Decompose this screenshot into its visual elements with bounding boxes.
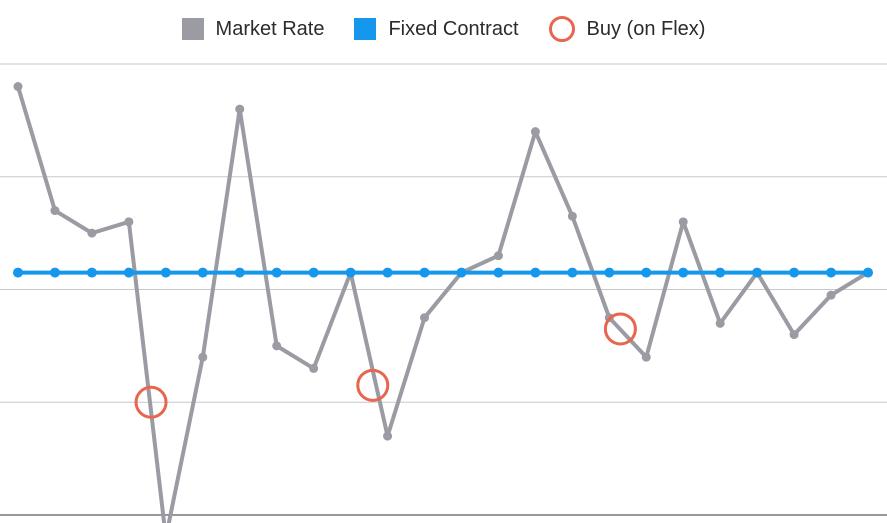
data-point-market-rate [272, 341, 282, 351]
legend-item-market-rate: Market Rate [181, 17, 325, 41]
legend-label-buy-on-flex: Buy (on Flex) [586, 17, 706, 40]
data-point-fixed-contract [382, 267, 393, 278]
buy-marker [134, 385, 168, 419]
data-point-market-rate [235, 104, 245, 114]
buy-marker [356, 368, 390, 402]
data-point-market-rate [678, 217, 688, 227]
data-point-fixed-contract [752, 267, 763, 278]
series-line-market-rate [16, 84, 870, 523]
data-point-market-rate [124, 217, 134, 227]
data-point-market-rate [198, 352, 208, 362]
data-point-fixed-contract [308, 267, 319, 278]
data-point-fixed-contract [234, 267, 245, 278]
data-point-market-rate [50, 206, 60, 216]
legend-swatch-market-rate [181, 18, 204, 40]
data-point-market-rate [87, 228, 97, 238]
data-point-fixed-contract [86, 267, 97, 278]
legend-item-buy-on-flex: Buy (on Flex) [548, 16, 706, 42]
data-point-fixed-contract [604, 267, 615, 278]
data-point-fixed-contract [567, 267, 578, 278]
data-point-fixed-contract [789, 267, 800, 278]
data-point-market-rate [715, 318, 725, 328]
legend-label-fixed-contract: Fixed Contract [388, 17, 519, 40]
data-point-market-rate [826, 290, 836, 300]
data-point-fixed-contract [13, 267, 23, 278]
data-point-fixed-contract [160, 267, 171, 278]
data-point-market-rate [567, 211, 577, 221]
data-point-fixed-contract [123, 267, 134, 278]
data-point-market-rate [420, 313, 430, 323]
data-point-market-rate [13, 82, 23, 92]
data-point-fixed-contract [271, 267, 282, 278]
buy-marker [603, 312, 637, 346]
data-point-fixed-contract [345, 267, 356, 278]
data-point-market-rate [383, 431, 393, 441]
legend: Market Rate Fixed Contract Buy (on Flex) [0, 16, 887, 42]
data-point-fixed-contract [493, 267, 504, 278]
data-point-fixed-contract [641, 267, 652, 278]
data-point-market-rate [493, 251, 503, 261]
data-point-market-rate [641, 352, 651, 362]
data-point-market-rate [309, 363, 319, 373]
data-point-fixed-contract [678, 267, 689, 278]
data-point-fixed-contract [49, 267, 60, 278]
legend-item-fixed-contract: Fixed Contract [354, 17, 519, 41]
data-point-fixed-contract [530, 267, 541, 278]
data-point-fixed-contract [419, 267, 430, 278]
data-point-market-rate [530, 127, 540, 137]
legend-swatch-fixed-contract [354, 18, 377, 40]
data-point-fixed-contract [715, 267, 726, 278]
data-point-fixed-contract [197, 267, 208, 278]
data-point-market-rate [789, 330, 799, 340]
legend-label-market-rate: Market Rate [215, 17, 325, 40]
data-point-fixed-contract [826, 267, 837, 278]
data-point-fixed-contract [456, 267, 467, 278]
data-point-fixed-contract [863, 267, 873, 278]
legend-ring-buy-on-flex [548, 16, 575, 42]
